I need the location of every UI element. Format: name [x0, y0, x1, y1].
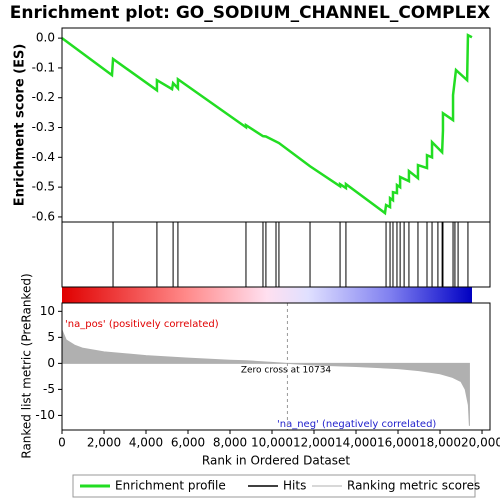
plot-frame [61, 221, 491, 288]
plot-frame [61, 302, 491, 431]
x-tick-label: 8,000 [213, 436, 247, 450]
annotation: Zero cross at 10734 [241, 366, 332, 376]
x-tick-label: 12,000 [293, 436, 335, 450]
y-tick-label: -5 [43, 382, 55, 396]
x-tick-label: 2,000 [87, 436, 121, 450]
legend-label: Hits [283, 479, 306, 493]
y-tick-label: 5 [47, 330, 55, 344]
x-tick-label: 18,000 [419, 436, 461, 450]
y-tick-label: 10 [40, 304, 55, 318]
es-line [61, 33, 473, 216]
y-tick-label: -0.6 [32, 209, 55, 223]
chart-title: Enrichment plot: GO_SODIUM_CHANNEL_COMPL… [10, 3, 490, 23]
y-tick-label: -0.3 [32, 120, 55, 134]
legend-label: Enrichment profile [115, 479, 226, 493]
x-tick-label: 20,000 [461, 436, 500, 450]
y-tick-label: -0.1 [32, 60, 55, 74]
annotation: 'na_pos' (positively correlated) [65, 319, 219, 330]
y-tick-label: -0.4 [32, 150, 55, 164]
y-tick-label: -10 [35, 408, 55, 422]
y-tick-label: -0.5 [32, 180, 55, 194]
legend-label: Ranking metric scores [347, 479, 480, 493]
y-tick-label: -0.2 [32, 90, 55, 104]
y-axis-label: Enrichment score (ES) [13, 44, 28, 207]
x-tick-label: 14,000 [335, 436, 377, 450]
x-tick-label: 10,000 [251, 436, 293, 450]
color-bar [62, 287, 472, 303]
x-tick-label: 0 [58, 436, 66, 450]
y-tick-label: 0.0 [36, 31, 55, 45]
plot-frame [61, 27, 491, 223]
annotation: 'na_neg' (negatively correlated) [277, 419, 436, 430]
y-axis-label: Ranked list metric (PreRanked) [20, 273, 34, 458]
x-axis-label: Rank in Ordered Dataset [202, 454, 350, 468]
y-tick-label: 0 [47, 356, 55, 370]
x-tick-label: 6,000 [171, 436, 205, 450]
metric-area [61, 329, 470, 426]
x-tick-label: 16,000 [377, 436, 419, 450]
x-tick-label: 4,000 [129, 436, 163, 450]
